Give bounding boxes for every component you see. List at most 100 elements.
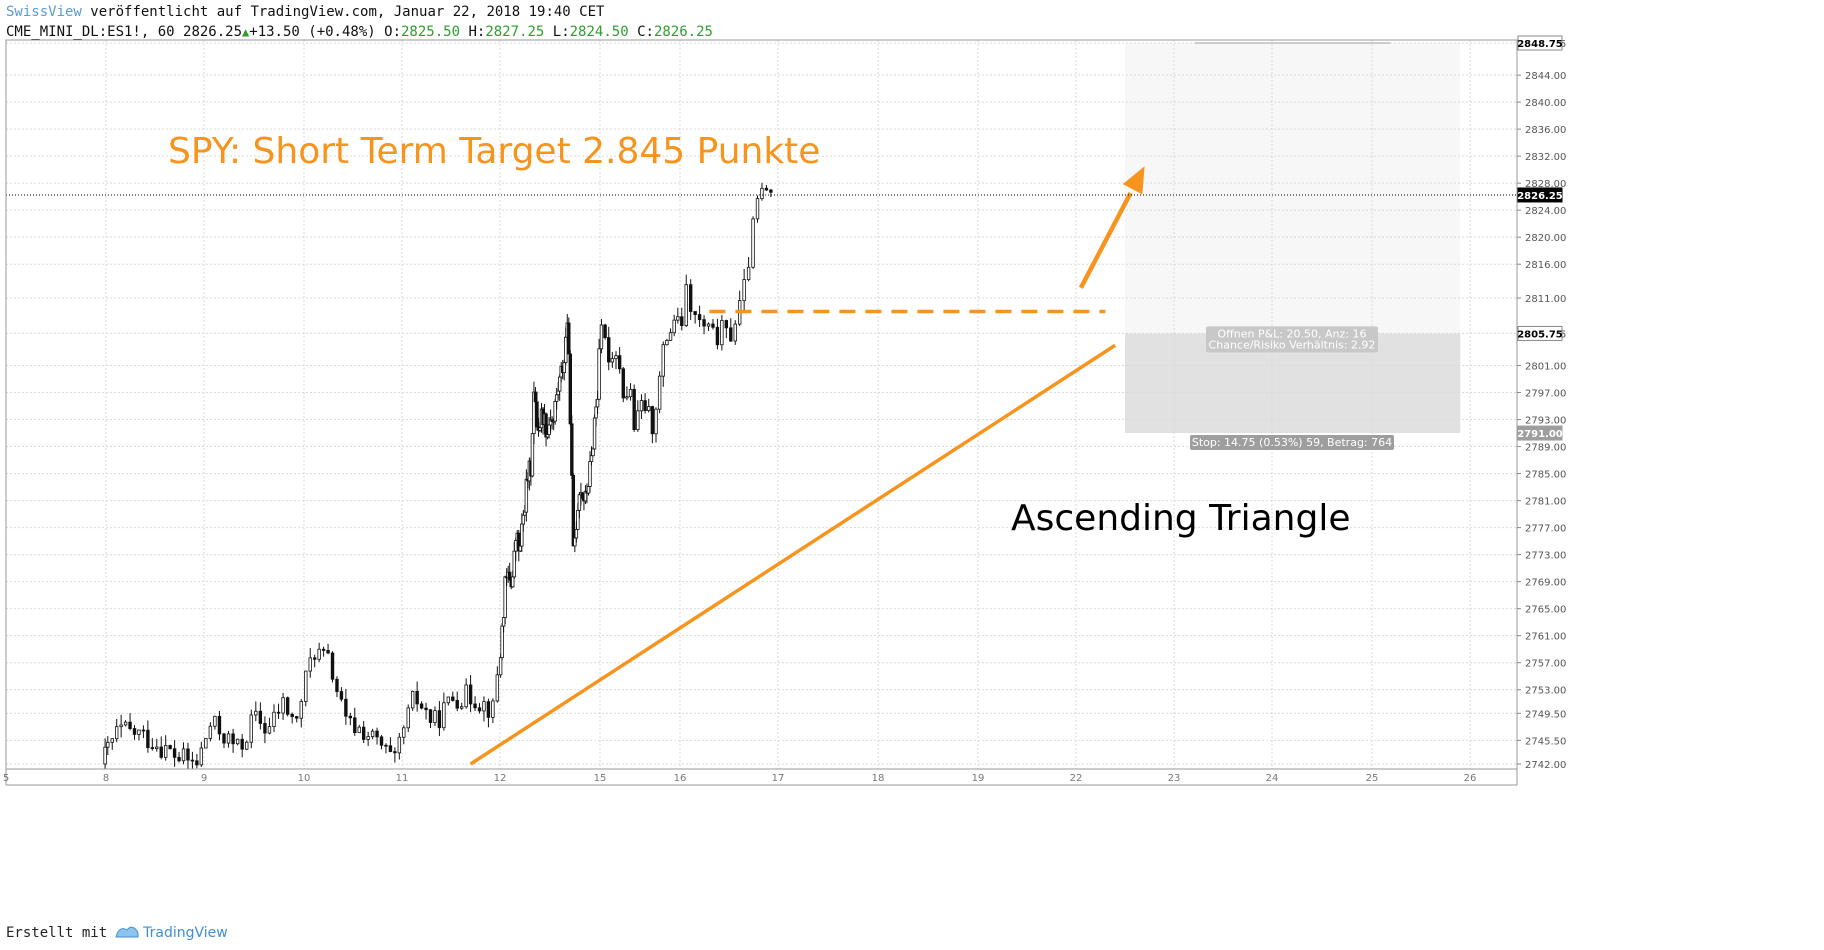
candle-body	[249, 714, 253, 743]
close-label: C:	[637, 24, 654, 40]
footer: Erstellt mit TradingView	[6, 924, 228, 942]
tradingview-link[interactable]: TradingView	[143, 925, 228, 941]
candle-body	[379, 736, 384, 746]
candle-body	[281, 697, 285, 714]
candle-body	[650, 406, 655, 435]
candle-body	[688, 284, 693, 312]
candle-body	[576, 509, 580, 530]
candle-body	[406, 707, 410, 729]
candle-body	[764, 187, 769, 191]
candle-body	[643, 400, 647, 411]
y-tick-label: 2789.00	[1525, 443, 1566, 454]
candle-body	[742, 279, 746, 302]
y-tick-label: 2801.00	[1525, 362, 1566, 373]
candle-body	[159, 746, 163, 758]
support-trendline	[469, 343, 1117, 766]
position-stop-label: Stop: 14.75 (0.53%) 59, Betrag: 764	[1192, 436, 1392, 449]
y-tick-label: 2828.00	[1525, 179, 1566, 190]
candle-body	[141, 729, 146, 732]
y-tick-label: 2836.00	[1525, 125, 1566, 136]
x-tick-label: 18	[872, 773, 885, 784]
candle-body	[617, 355, 622, 370]
x-tick-label: 22	[1070, 773, 1083, 784]
candle-body	[751, 218, 755, 268]
candle-body	[500, 625, 504, 659]
up-arrow-icon: ▲	[242, 25, 250, 39]
breakout-arrow-head	[1122, 166, 1145, 195]
candle-body	[168, 745, 172, 750]
candle-body	[163, 745, 168, 758]
candle-body	[586, 486, 591, 494]
x-tick-label: 25	[1366, 773, 1379, 784]
position-info-box	[1206, 326, 1378, 353]
candle-body	[357, 726, 361, 734]
candle-body	[564, 336, 568, 364]
y-tick-label: 2797.00	[1525, 389, 1566, 400]
candle-body	[625, 396, 629, 399]
candle-body	[267, 726, 272, 734]
candle-body	[665, 339, 669, 346]
candle-body	[538, 427, 542, 431]
candle-body	[240, 738, 244, 750]
candle-body	[442, 702, 446, 729]
candle-body	[326, 650, 330, 654]
candle-body	[553, 401, 557, 422]
candle-body	[594, 406, 598, 419]
candle-body	[388, 745, 393, 752]
high-label: H:	[468, 24, 486, 40]
candle-body	[285, 697, 290, 715]
candle-body	[172, 748, 177, 758]
candle-body	[760, 187, 764, 200]
candle-body	[595, 398, 600, 408]
candle-body	[720, 320, 724, 346]
candle-body	[729, 327, 733, 342]
candles	[103, 182, 773, 775]
candle-body	[554, 394, 559, 402]
chart-frame	[5, 39, 1518, 786]
x-tick-label: 26	[1464, 773, 1477, 784]
price-marker-label: 2791.00	[1517, 429, 1563, 440]
candle-body	[501, 617, 506, 627]
candle-body	[384, 744, 388, 747]
candle-body	[482, 701, 486, 712]
candle-body	[410, 690, 415, 709]
y-tick-label: 2820.00	[1525, 233, 1566, 244]
candle-body	[477, 707, 482, 712]
symbol-info: CME_MINI_DL:ES1!, 60 2826.25▲+13.50 (+0.…	[6, 24, 713, 40]
candle-body	[231, 733, 235, 745]
published-text: veröffentlicht auf TradingView.com, Janu…	[90, 4, 605, 20]
candle-body	[181, 748, 186, 762]
pattern-annotation: Ascending Triangle	[1011, 498, 1351, 539]
candle-body	[755, 198, 760, 220]
price-marker-label: 2826.25	[1517, 191, 1563, 202]
candle-body	[512, 550, 516, 578]
candle-body	[571, 474, 576, 547]
candle-body	[437, 710, 442, 729]
candle-body	[473, 703, 477, 709]
candle-body	[684, 284, 688, 327]
y-tick-label: 2753.00	[1525, 686, 1566, 697]
candle-body	[597, 348, 601, 400]
candle-body	[110, 738, 114, 743]
candle-body	[433, 710, 437, 723]
candle-body	[562, 362, 566, 374]
candle-body	[424, 707, 428, 711]
candle-body	[217, 715, 222, 735]
price-marker-bg	[1517, 325, 1563, 341]
candle-body	[312, 657, 317, 660]
candle-body	[603, 324, 607, 338]
candle-body	[468, 684, 473, 705]
candle-body	[304, 670, 308, 702]
candle-body	[523, 511, 527, 516]
x-tick-label: 9	[201, 773, 207, 784]
publisher-link[interactable]: SwissView	[6, 4, 82, 20]
y-tick-label: 2765.00	[1525, 605, 1566, 616]
candle-body	[330, 652, 335, 680]
candle-body	[514, 540, 518, 552]
candle-body	[518, 545, 523, 552]
candle-body	[639, 400, 644, 412]
candle-body	[190, 759, 195, 762]
candle-body	[530, 433, 535, 477]
y-tick-label: 2785.00	[1525, 470, 1566, 481]
